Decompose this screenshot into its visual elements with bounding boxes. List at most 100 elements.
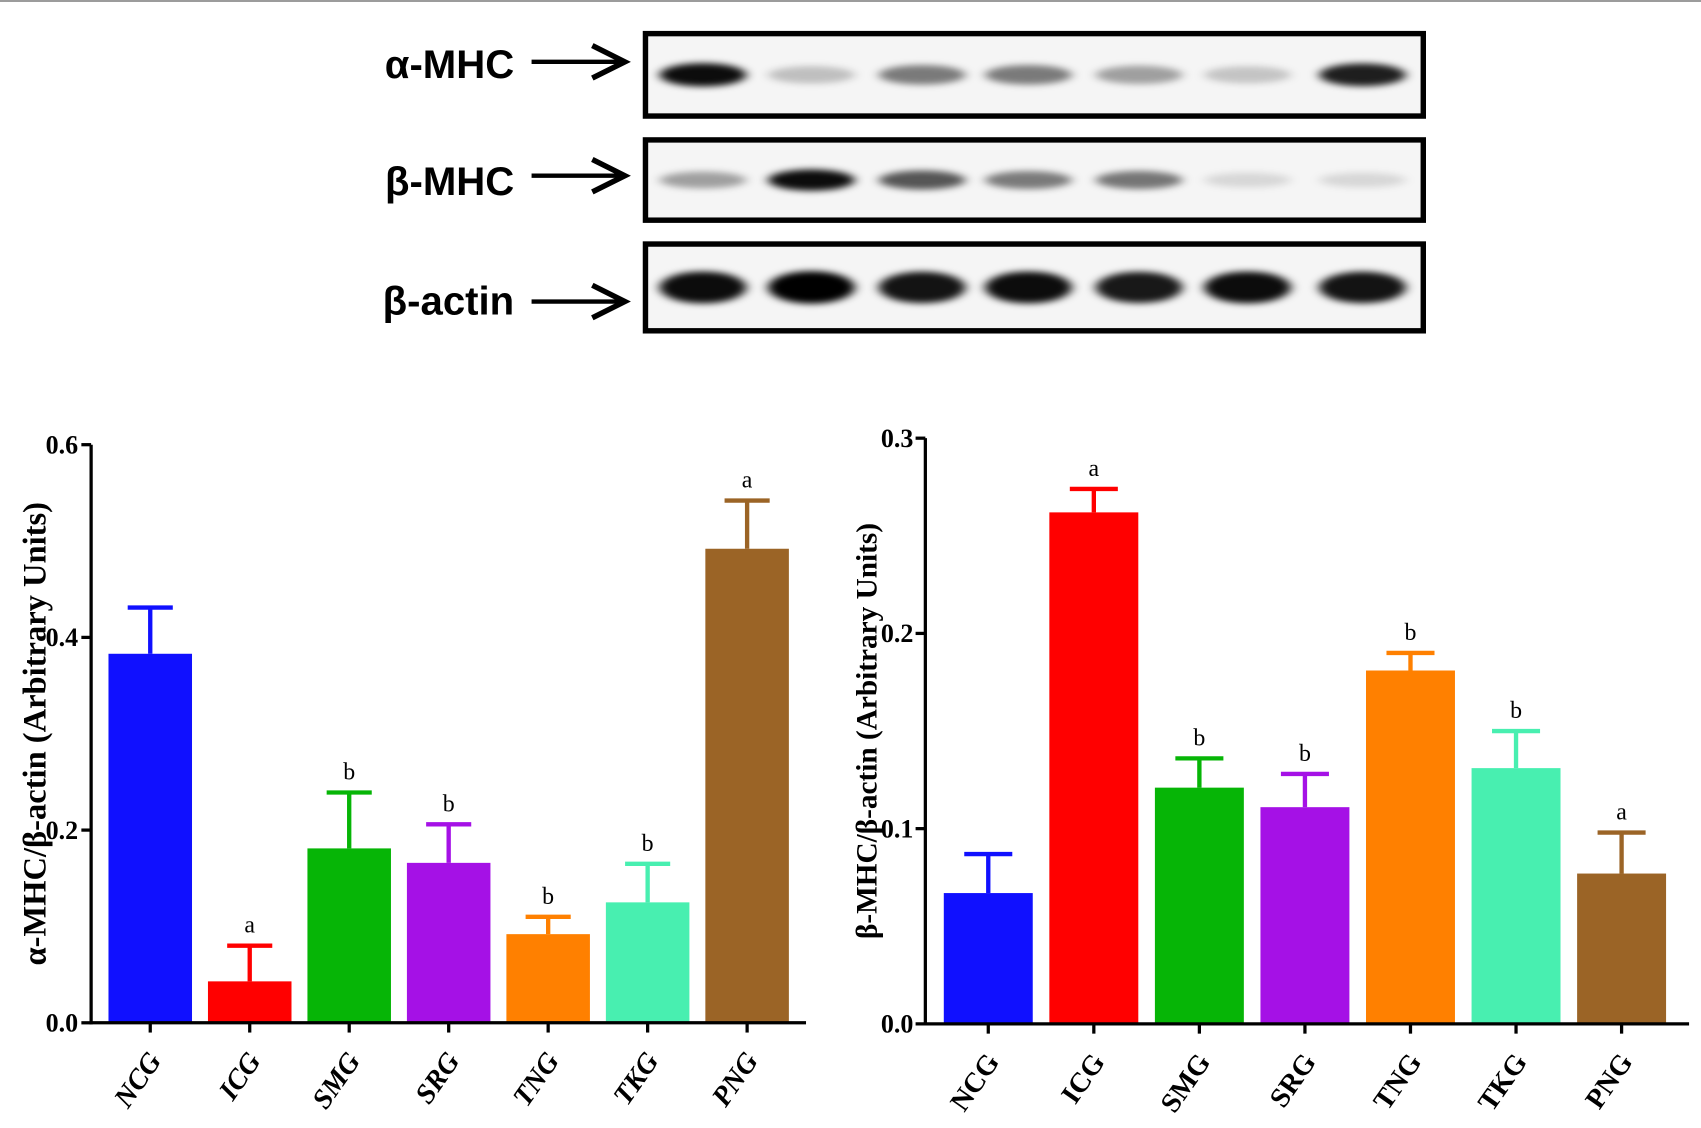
arrowhead [591, 43, 631, 81]
bar-png [705, 548, 789, 1023]
beta-mhc-bar-chart: NCG a ICG b SMG b SRG b TNG b TKG a PNG 0.0 0.1 0.2 0.3 β… [852, 424, 1690, 1118]
blot-band [1319, 271, 1406, 304]
error-bar-png [724, 498, 770, 549]
arrow-right-icon [531, 43, 631, 81]
arrow-right-icon [531, 282, 631, 321]
significance-label-srg: b [443, 791, 455, 817]
blot-band [985, 271, 1072, 304]
significance-label-srg: b [1299, 741, 1311, 767]
blot-band [1204, 66, 1291, 84]
error-bar-icg [1069, 486, 1118, 513]
western-blot-panel: α-MHC β-MHC β-actin [383, 30, 1426, 334]
significance-label-tng: b [1405, 620, 1417, 646]
bar-tkg [1471, 768, 1561, 1024]
bar-png [1577, 873, 1667, 1024]
bar-srg [406, 862, 491, 1023]
significance-label-icg: a [244, 913, 255, 939]
alpha-mhc-bar-chart: NCG a ICG b SMG b SRG b TNG b TKG a PNG 0.0 0.2 0.4 0.6 α… [18, 430, 807, 1115]
blot-band [1319, 63, 1406, 87]
significance-label-png: a [742, 468, 753, 494]
y-axis-label: α-MHC/β-actin (Arbitrary Units) [18, 502, 54, 965]
blot-band [768, 66, 855, 84]
bar-icg [1049, 512, 1139, 1024]
bar-tng [1366, 670, 1455, 1024]
blot-band [1095, 65, 1183, 85]
blot-band [1319, 172, 1406, 188]
error-bar-icg [227, 943, 273, 982]
blot-row-label: α-MHC [385, 42, 514, 87]
x-tick-label-png: PNG [706, 1046, 766, 1113]
x-tick-label-tkg: TKG [608, 1046, 666, 1110]
y-tick-label: 0.4 [46, 623, 79, 652]
x-tick-label-tng: TNG [507, 1046, 566, 1112]
blot-band [1095, 271, 1183, 304]
blot-row-beta-actin: β-actin [383, 241, 1426, 334]
error-bar-srg [1280, 771, 1329, 808]
blot-band [1095, 171, 1183, 190]
blot-row-label: β-actin [383, 279, 515, 324]
error-bar-tkg [625, 861, 671, 903]
significance-label-smg: b [1193, 725, 1205, 751]
y-tick-label: 0.0 [46, 1008, 79, 1037]
x-tick-label-tkg: TKG [1472, 1048, 1533, 1117]
error-bar-srg [426, 822, 472, 863]
bar-srg [1260, 807, 1350, 1024]
x-tick-label-smg: SMG [1155, 1048, 1217, 1118]
blot-row-beta-mhc: β-MHC [385, 137, 1426, 223]
arrow-right-icon [531, 157, 631, 195]
y-tick-label: 0.1 [881, 814, 914, 843]
blot-band [985, 64, 1072, 85]
significance-label-tkg: b [1510, 698, 1522, 724]
error-bar-ncg [964, 851, 1013, 894]
bar-icg [207, 981, 292, 1023]
error-bar-tkg [1492, 728, 1541, 769]
x-tick-label-icg: ICG [1056, 1048, 1112, 1109]
y-tick-label: 0.3 [881, 424, 914, 453]
error-bar-ncg [127, 605, 173, 654]
blot-band [768, 169, 855, 191]
significance-label-smg: b [343, 760, 355, 786]
error-bar-png [1597, 830, 1646, 874]
significance-label-icg: a [1089, 456, 1100, 482]
significance-label-tkg: b [642, 831, 654, 857]
blot-band [878, 271, 966, 304]
x-tick-label-ncg: NCG [945, 1048, 1006, 1117]
bar-tng [506, 934, 590, 1023]
y-tick-label: 0.6 [46, 430, 79, 459]
bar-ncg [943, 893, 1033, 1024]
blot-row-alpha-mhc: α-MHC [385, 30, 1426, 119]
x-tick-label-ncg: NCG [108, 1046, 168, 1114]
arrowhead [591, 282, 631, 321]
x-tick-label-smg: SMG [306, 1046, 367, 1114]
error-bar-smg [1175, 756, 1224, 788]
blot-band [1204, 271, 1291, 304]
blot-row-label: β-MHC [385, 159, 514, 204]
y-tick-label: 0.2 [46, 816, 79, 845]
bar-ncg [108, 653, 193, 1023]
bar-smg [1154, 787, 1244, 1024]
y-tick-label: 0.0 [881, 1010, 914, 1039]
blot-band [659, 171, 747, 189]
blot-band [1204, 172, 1291, 188]
blot-band [985, 171, 1072, 189]
x-tick-label-png: PNG [1580, 1048, 1640, 1115]
x-tick-label-tng: TNG [1368, 1048, 1428, 1116]
y-axis-label: β-MHC/β-actin (Arbitrary Units) [852, 523, 884, 939]
bar-smg [307, 848, 391, 1023]
x-tick-label-icg: ICG [213, 1046, 268, 1106]
significance-label-tng: b [542, 884, 554, 910]
blot-band [878, 64, 966, 85]
blot-band [659, 271, 747, 304]
x-tick-label-srg: SRG [409, 1046, 466, 1109]
bar-tkg [605, 902, 690, 1023]
error-bar-tng [1386, 650, 1435, 671]
top-border-line [0, 0, 1701, 2]
arrowhead [591, 157, 631, 195]
y-tick-label: 0.2 [881, 619, 914, 648]
x-tick-label-srg: SRG [1264, 1048, 1323, 1113]
blot-band [878, 170, 966, 190]
error-bar-smg [326, 790, 372, 849]
blot-band [659, 63, 747, 87]
error-bar-tng [525, 914, 571, 935]
